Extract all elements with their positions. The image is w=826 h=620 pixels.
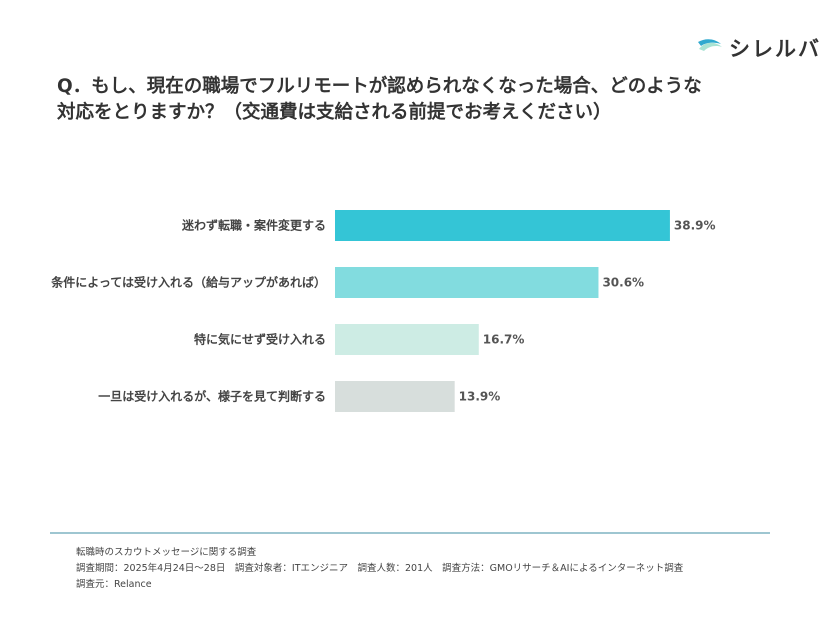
category-label: 迷わず転職・案件変更する	[181, 218, 326, 233]
bar	[335, 210, 670, 241]
category-label: 特に気にせず受け入れる	[194, 332, 326, 347]
category-label: 条件によっては受け入れる（給与アップがあれば）	[50, 275, 326, 290]
bar	[335, 324, 479, 355]
survey-details: 調査期間：2025年4月24日〜28日 調査対象者：ITエンジニア 調査人数：2…	[76, 563, 684, 574]
value-label: 13.9%	[459, 390, 501, 404]
survey-footer: 転職時のスカウトメッセージに関する調査 調査期間：2025年4月24日〜28日 …	[76, 545, 683, 593]
brand-name: シレルバ	[729, 37, 821, 61]
value-label: 16.7%	[483, 333, 525, 347]
bar	[335, 381, 455, 412]
category-label: 一旦は受け入れるが、様子を見て判断する	[98, 389, 326, 404]
survey-title: 転職時のスカウトメッセージに関する調査	[76, 547, 257, 558]
brand-logo: シレルバ	[697, 33, 821, 63]
value-label: 38.9%	[674, 219, 716, 233]
wave-logo-icon	[698, 39, 722, 51]
value-label: 30.6%	[602, 276, 644, 290]
question-title: Q．もし、現在の職場でフルリモートが認められなくなった場合、どのような対応をとり…	[57, 76, 702, 123]
bar	[335, 267, 599, 298]
survey-source: 調査元：Relance	[76, 579, 152, 590]
divider	[50, 532, 770, 534]
